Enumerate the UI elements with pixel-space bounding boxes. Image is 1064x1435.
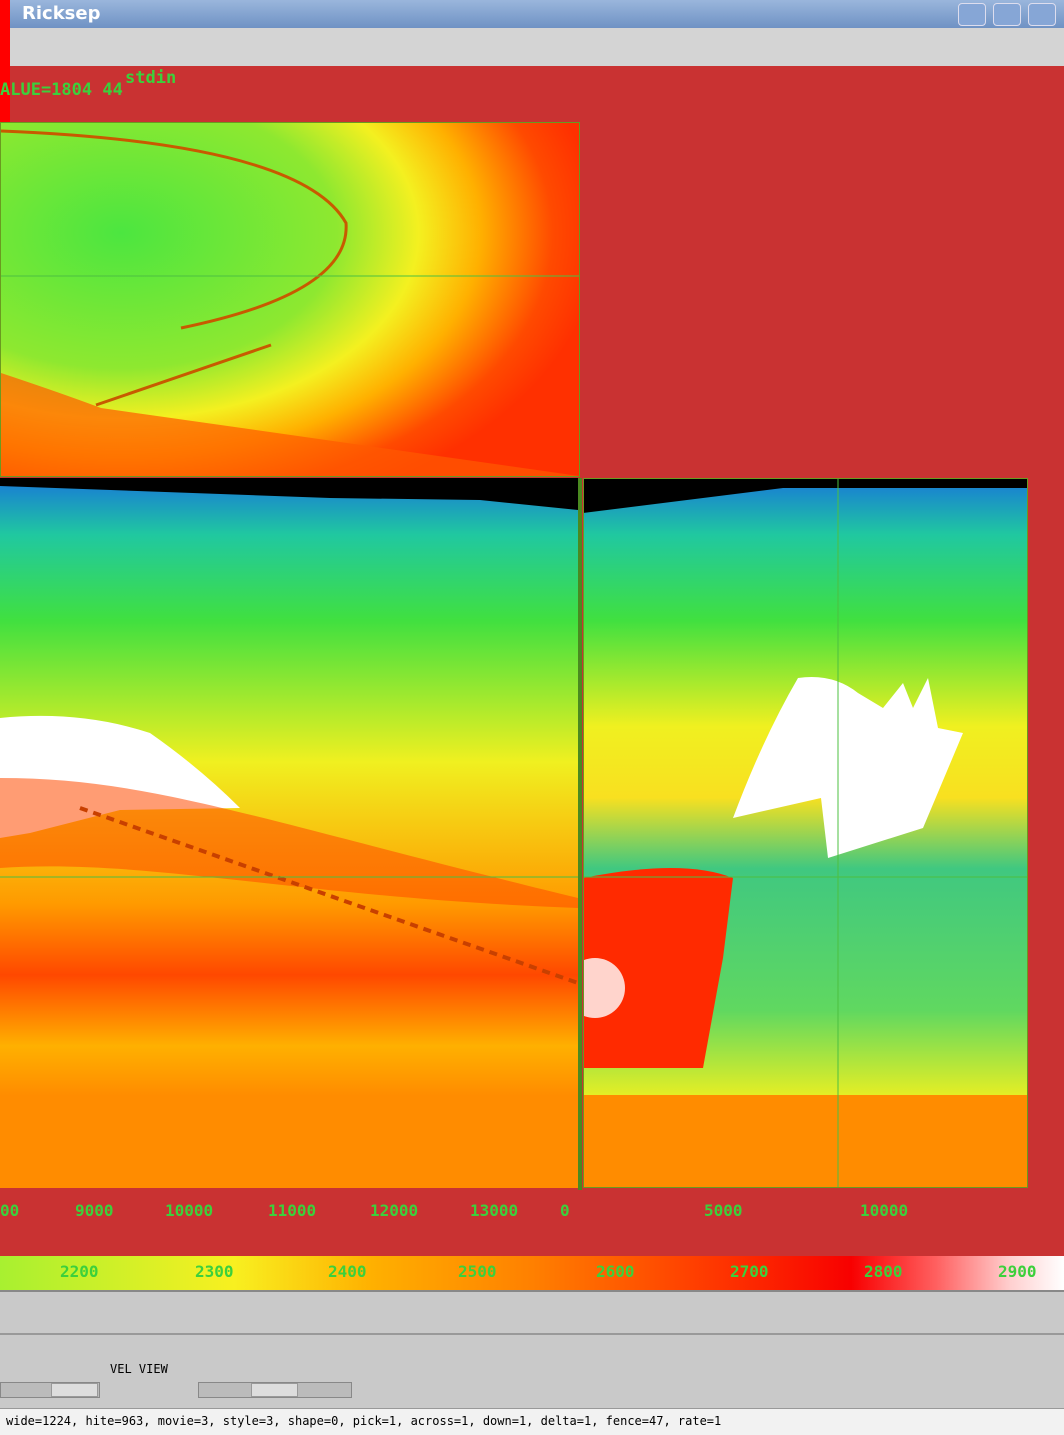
window-title: Ricksep: [22, 3, 101, 24]
colorbar-label: 2800: [864, 1262, 903, 1281]
right-overlay: [583, 478, 1028, 1188]
divider: [578, 478, 582, 1190]
pick-line: [95, 343, 272, 407]
white-blob: [733, 677, 963, 858]
orange-band: [583, 1095, 1028, 1188]
colorbar-label: 2400: [328, 1262, 367, 1281]
title-bar: Ricksep: [0, 0, 1064, 28]
x-tick-label: 12000: [370, 1201, 419, 1220]
canvas-area: stdin ALUE=1804 44: [0, 0, 1064, 1256]
status-bar: wide=1224, hite=963, movie=3, style=3, s…: [0, 1408, 1064, 1435]
control-label: VEL VIEW: [110, 1362, 168, 1376]
minimize-button[interactable]: [958, 3, 986, 26]
shadow: [1, 373, 579, 476]
x-tick-label: 10000: [860, 1201, 909, 1220]
value-readout: ALUE=1804 44: [0, 80, 123, 100]
status-text: wide=1224, hite=963, movie=3, style=3, s…: [6, 1414, 722, 1428]
x-tick-label: 00: [0, 1201, 20, 1220]
slider[interactable]: [198, 1382, 352, 1398]
x-tick-label: 9000: [75, 1201, 114, 1220]
right-panel: [583, 478, 1028, 1188]
pick-line: [1, 129, 348, 330]
source-label: stdin: [125, 68, 177, 88]
x-tick-label: 11000: [268, 1201, 317, 1220]
left-overlay: [0, 478, 578, 1188]
x-tick-label: 10000: [165, 1201, 214, 1220]
mute-zone: [0, 478, 578, 510]
red-region: [583, 868, 733, 1068]
left-panel: [0, 478, 578, 1188]
orange-band: [0, 1095, 578, 1188]
colorbar-label: 2900: [998, 1262, 1037, 1281]
x-tick-label: 5000: [704, 1201, 743, 1220]
red-marker: [0, 0, 10, 132]
menu-bar: [0, 28, 1064, 68]
colorbar-label: 2600: [596, 1262, 635, 1281]
mute-zone: [583, 478, 1028, 513]
colorbar-label: 2700: [730, 1262, 769, 1281]
close-button[interactable]: [1028, 3, 1056, 26]
separator: [0, 1333, 1064, 1335]
x-tick-label: 0: [560, 1201, 570, 1220]
colorbar-label: 2200: [60, 1262, 99, 1281]
maximize-button[interactable]: [993, 3, 1021, 26]
white-spot: [583, 958, 625, 1018]
top-overlay: [1, 129, 579, 476]
colorbar-label: 2500: [458, 1262, 497, 1281]
x-tick-label: 13000: [470, 1201, 519, 1220]
frame: [583, 478, 1028, 1188]
pick-line: [79, 806, 578, 985]
slider[interactable]: [0, 1382, 100, 1398]
top-panel: [0, 122, 580, 477]
colorbar-label: 2300: [195, 1262, 234, 1281]
red-band: [0, 778, 578, 908]
colorbar: 2200 2300 2400 2500 2600 2700 2800 2900: [0, 1256, 1064, 1292]
